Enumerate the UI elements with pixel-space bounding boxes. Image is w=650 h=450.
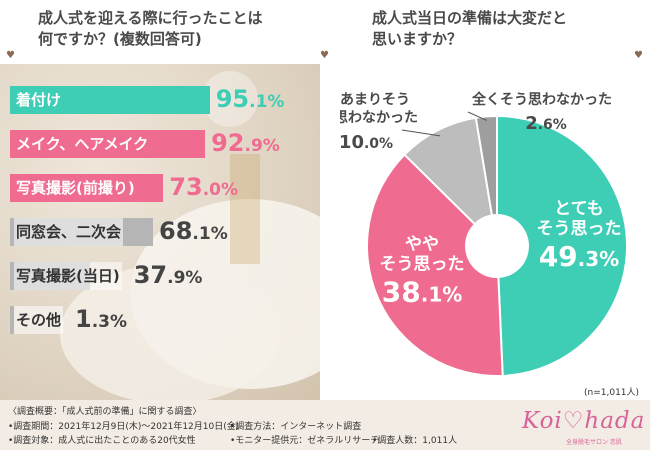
pie-slice-label: やや	[405, 234, 439, 254]
kimono-illustration	[60, 71, 320, 400]
bar-value-label: 95.1%	[215, 85, 285, 113]
bar-label: 写真撮影(前撮り)	[16, 179, 135, 197]
bar-value-label: 68.1%	[159, 217, 228, 245]
pie-slice-label: 思わなかった	[340, 110, 418, 126]
bar	[10, 306, 14, 334]
pie-value-label: 10.0%	[340, 132, 393, 153]
bar-value-label: 1.3%	[75, 305, 128, 333]
bar-value-label: 73.0%	[169, 173, 239, 201]
bar-label: 着付け	[16, 91, 62, 109]
survey-method: •調査方法：インターネット調査	[230, 422, 362, 432]
sample-size: (n=1,011人)	[584, 388, 640, 398]
pie-slice-label: 全くそう思わなかった	[471, 91, 612, 108]
pie-slice-label: とても	[554, 199, 604, 219]
bar-label: その他	[14, 306, 64, 334]
heart-icon: ♥	[6, 50, 15, 61]
donut-hole	[465, 214, 529, 278]
bar-label: メイク、ヘアメイク	[16, 135, 149, 153]
leader-line	[467, 111, 487, 121]
survey-provider: •モニター提供元：ゼネラルリサーチ	[230, 436, 380, 446]
koihada-logo: Koi♡hada	[522, 408, 646, 434]
bar	[10, 174, 164, 202]
survey-period: •調査期間：2021年12月9日(木)～2021年12月10日(金)	[8, 422, 240, 432]
pie-slice-label: そう思った	[380, 254, 465, 274]
pie-value-label: 2.6%	[525, 113, 567, 134]
survey-overview: 〈調査概要：「成人式前の準備」に関する調査〉	[8, 407, 202, 417]
heart-icon: ♥	[320, 50, 329, 61]
koihada-logo-sub: 全身脱毛サロン 恋肌	[566, 439, 622, 446]
pie-slice	[403, 116, 499, 249]
pie-value-label: 49.3%	[539, 240, 620, 273]
survey-target: •調査対象：成人式に出たことのある20代女性	[8, 436, 196, 446]
pie-value-label: 38.1%	[382, 275, 463, 308]
right-question-title: 成人式当日の準備は大変だと 思いますか？	[372, 9, 568, 48]
bar-label: 同窓会、二次会	[14, 218, 124, 246]
survey-count: •調査人数：1,011人	[372, 436, 458, 446]
pie-slice-label: そう思った	[536, 219, 621, 239]
pie-chart: とてもそう思った49.3%ややそう思った38.1%あまりそう思わなかった10.0…	[340, 91, 628, 377]
bar	[10, 86, 210, 114]
heart-icon: ♥	[634, 50, 643, 61]
background-photo	[0, 64, 320, 400]
bar-value-label: 92.9%	[211, 129, 280, 157]
bar	[10, 130, 206, 158]
pie-slice	[366, 153, 504, 377]
bar-value-label: 37.9%	[133, 261, 203, 289]
left-question-title: 成人式を迎える際に行ったことは 何ですか？(複数回答可)	[38, 9, 263, 48]
bar-label: 写真撮影(当日)	[14, 262, 122, 290]
leader-line	[401, 129, 441, 137]
pie-slice-label: あまりそう	[340, 92, 410, 108]
pie-slice	[474, 114, 498, 247]
footer: 〈調査概要：「成人式前の準備」に関する調査〉 •調査期間：2021年12月9日(…	[0, 400, 650, 450]
pie-slice	[496, 114, 628, 377]
